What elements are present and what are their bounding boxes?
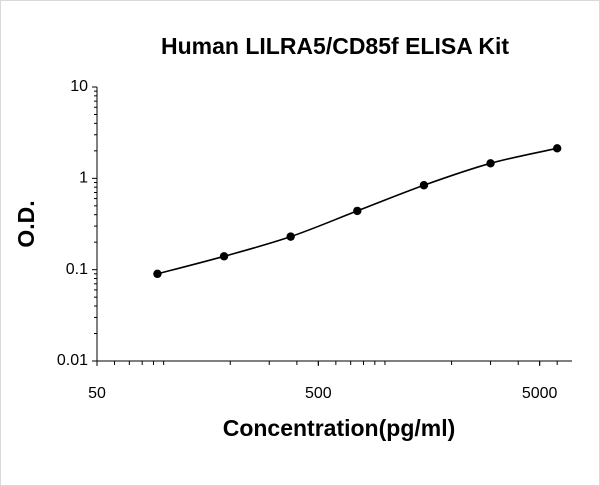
data-point [219, 252, 229, 261]
y-axis-title: O.D. [13, 200, 39, 247]
x-axis-title: Concentration(pg/ml) [223, 415, 456, 441]
x-tick-label: 500 [305, 385, 332, 402]
y-tick-label: 0.01 [57, 352, 88, 369]
data-point [419, 181, 429, 190]
y-tick-label: 1 [79, 170, 88, 187]
data-point [486, 159, 495, 168]
data-point [286, 232, 295, 241]
y-tick-label: 0.1 [66, 261, 88, 278]
data-point [353, 206, 362, 216]
data-point [153, 269, 162, 279]
y-tick-label: 10 [70, 78, 88, 95]
x-tick-label: 50 [88, 385, 106, 402]
chart-title: Human LILRA5/CD85f ELISA Kit [161, 33, 509, 59]
data-point [552, 144, 562, 153]
x-tick-label: 5000 [522, 385, 558, 402]
